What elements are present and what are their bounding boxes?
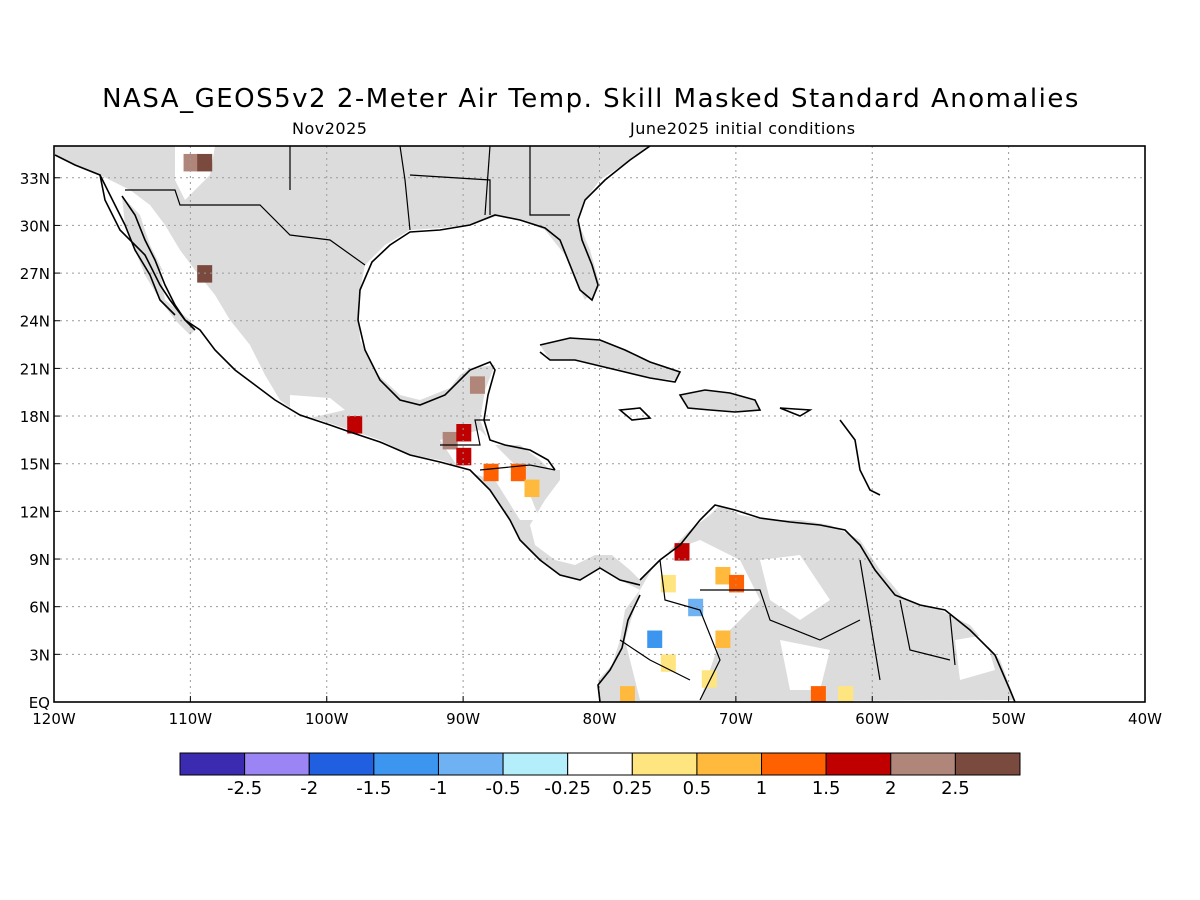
anomaly-cell xyxy=(510,463,526,482)
colorbar-label: 2.5 xyxy=(941,778,970,799)
lon-tick-label: 70W xyxy=(719,710,753,728)
colorbar-label: 2 xyxy=(885,778,896,799)
anomaly-cell xyxy=(469,376,485,394)
anomaly-cell xyxy=(197,153,213,172)
lat-tick-label: 9N xyxy=(29,551,50,569)
colorbar: -2.5 -2 -1.5 -1 -0.5 -0.25 0.25 0.5 1 1.5 2 2.5 xyxy=(179,752,1021,799)
colorbar-label: -0.5 xyxy=(486,778,521,799)
colorbar-label: -1.5 xyxy=(356,778,391,799)
colorbar-label: 0.25 xyxy=(612,778,652,799)
lat-tick-label: 3N xyxy=(29,646,50,664)
anomaly-cell xyxy=(715,630,731,648)
colorbar-swatch xyxy=(761,752,827,776)
hispaniola-land xyxy=(680,390,760,412)
cuba-land xyxy=(540,338,680,380)
lat-tick-label: 27N xyxy=(20,265,50,283)
anomaly-cell xyxy=(524,479,540,498)
colorbar-swatch xyxy=(567,752,633,776)
colorbar-swatch xyxy=(179,752,246,776)
anomaly-cell xyxy=(674,543,690,561)
lon-tick-label: 100W xyxy=(305,710,349,728)
anomaly-cell xyxy=(810,686,826,702)
colorbar-label: -0.25 xyxy=(544,778,591,799)
initial-conditions-label: June2025 initial conditions xyxy=(630,119,856,138)
anomaly-cell xyxy=(715,566,731,585)
lat-tick-label: 24N xyxy=(20,313,50,331)
lat-tick-label: 21N xyxy=(20,360,50,378)
anomaly-cells xyxy=(183,153,854,702)
colorbar-label: -2 xyxy=(300,778,318,799)
anomaly-cell xyxy=(197,265,213,283)
coastlines xyxy=(54,146,1016,702)
anomaly-cell xyxy=(729,574,745,593)
colorbar-swatch xyxy=(696,752,763,776)
anomaly-cell xyxy=(660,574,676,593)
north-america-land xyxy=(55,146,1015,702)
longitude-axis: 120W 110W 100W 90W 80W 70W 60W 50W 40W xyxy=(32,696,1162,728)
anomaly-cell xyxy=(456,447,472,466)
anomaly-cell xyxy=(347,416,363,434)
colorbar-swatch xyxy=(244,752,310,776)
lon-tick-label: 50W xyxy=(992,710,1026,728)
colorbar-swatch xyxy=(954,752,1021,776)
colorbar-label: 1.5 xyxy=(812,778,841,799)
lat-tick-label: 15N xyxy=(20,456,50,474)
lat-tick-label: 6N xyxy=(29,599,50,617)
anomaly-cell xyxy=(688,598,704,617)
lon-tick-label: 80W xyxy=(583,710,617,728)
lat-tick-label: 18N xyxy=(20,408,50,426)
lat-tick-label: 12N xyxy=(20,503,50,521)
anomaly-cell xyxy=(442,431,458,450)
colorbar-label: -1 xyxy=(429,778,447,799)
anomaly-cell xyxy=(701,670,717,688)
colorbar-swatch xyxy=(825,752,892,776)
anomaly-cell xyxy=(483,463,499,482)
graticule xyxy=(54,146,1145,702)
anomaly-cell xyxy=(183,153,199,172)
colorbar-swatch xyxy=(890,752,956,776)
anomaly-cell xyxy=(456,424,472,442)
map-title: NASA_GEOS5v2 2-Meter Air Temp. Skill Mas… xyxy=(102,84,1080,114)
lat-tick-label: EQ xyxy=(29,694,50,712)
latitude-axis: 33N 30N 27N 24N 21N 18N 15N 12N 9N 6N 3N EQ xyxy=(20,170,60,712)
lon-tick-label: 120W xyxy=(32,710,76,728)
lat-tick-label: 33N xyxy=(20,170,50,188)
anomaly-cell xyxy=(619,686,635,702)
colorbar-swatch xyxy=(502,752,569,776)
colorbar-swatch xyxy=(631,752,698,776)
lon-tick-label: 110W xyxy=(169,710,213,728)
colorbar-label: 1 xyxy=(756,778,767,799)
lat-tick-label: 30N xyxy=(20,217,50,235)
florida-land xyxy=(560,215,600,300)
colorbar-label: -2.5 xyxy=(227,778,262,799)
anomaly-cell xyxy=(647,630,663,648)
lon-tick-label: 90W xyxy=(446,710,480,728)
land-mask xyxy=(55,146,1015,702)
lon-tick-label: 60W xyxy=(855,710,889,728)
colorbar-swatch xyxy=(373,752,439,776)
colorbar-swatch xyxy=(308,752,375,776)
forecast-month-label: Nov2025 xyxy=(292,119,368,138)
lon-tick-label: 40W xyxy=(1128,710,1162,728)
colorbar-swatch xyxy=(437,752,504,776)
colorbar-label: 0.5 xyxy=(683,778,712,799)
political-borders xyxy=(125,146,956,701)
anomaly-cell xyxy=(838,686,854,702)
